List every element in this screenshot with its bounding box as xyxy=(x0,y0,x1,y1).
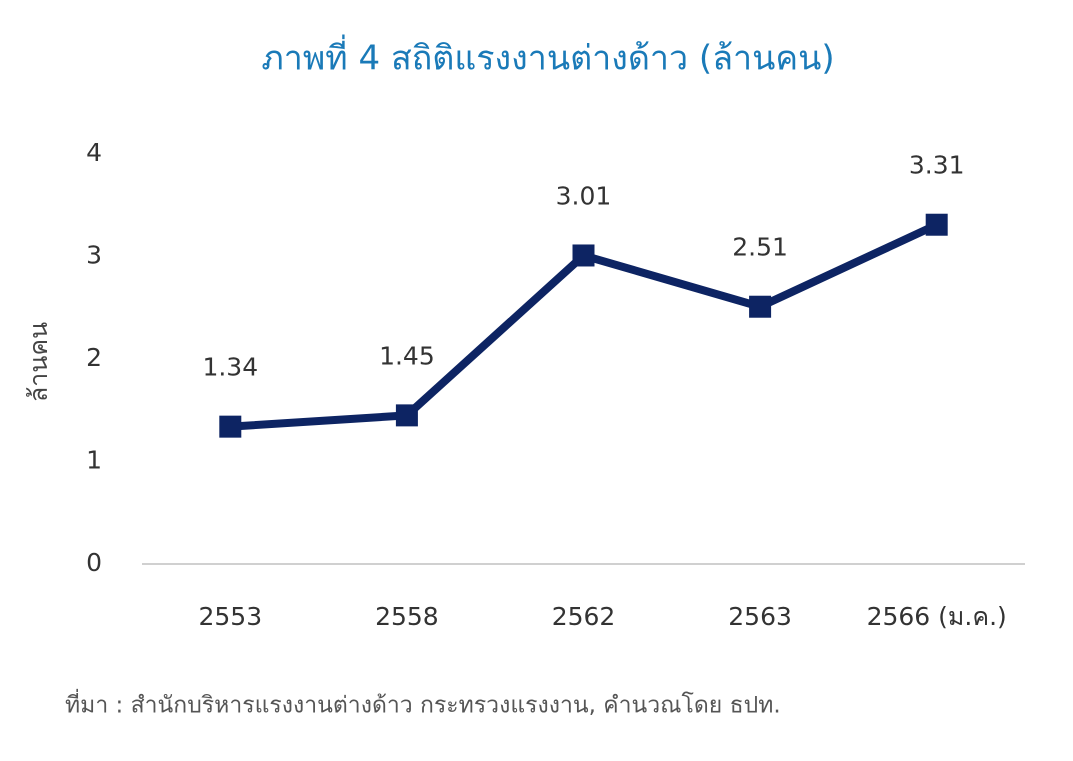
y-axis-label: ล้านคน xyxy=(24,322,53,402)
x-tick-label: 2558 xyxy=(375,602,439,631)
point-marker xyxy=(749,295,772,318)
x-tick-label: 2563 xyxy=(728,602,792,631)
y-tick-label: 4 xyxy=(86,138,102,167)
y-tick-label: 1 xyxy=(86,446,102,475)
data-label: 2.51 xyxy=(732,233,788,262)
y-tick-label: 2 xyxy=(86,343,102,372)
source-note: ที่มา : สำนักบริหารแรงงานต่างด้าว กระทรว… xyxy=(65,689,781,719)
x-tick-label: 2562 xyxy=(552,602,616,631)
chart-title: ภาพที่ 4 สถิติแรงงานต่างด้าว (ล้านคน) xyxy=(261,35,834,79)
point-marker xyxy=(395,404,418,427)
x-tick-label: 2566 (ม.ค.) xyxy=(867,602,1007,631)
x-tick-label: 2553 xyxy=(198,602,262,631)
data-label: 1.34 xyxy=(202,353,258,382)
point-marker xyxy=(925,213,948,236)
point-marker xyxy=(572,244,595,267)
data-label: 3.01 xyxy=(556,181,612,210)
data-label: 3.31 xyxy=(909,151,965,180)
y-tick-label: 3 xyxy=(86,241,102,270)
point-marker xyxy=(219,415,242,438)
data-label: 1.45 xyxy=(379,341,435,370)
y-tick-label: 0 xyxy=(86,548,102,577)
